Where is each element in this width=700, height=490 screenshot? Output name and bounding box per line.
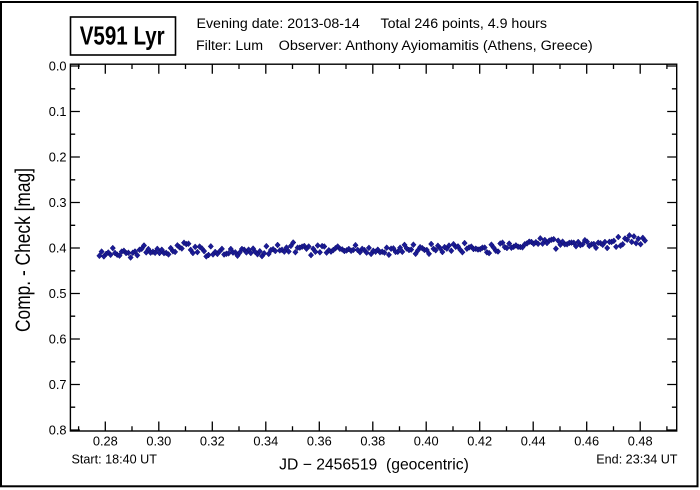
svg-text:0.40: 0.40 — [414, 434, 439, 449]
svg-text:0.38: 0.38 — [360, 434, 385, 449]
svg-text:V591 Lyr: V591 Lyr — [80, 20, 165, 50]
svg-text:Start: 18:40 UT: Start: 18:40 UT — [72, 452, 158, 466]
svg-text:0.34: 0.34 — [253, 434, 278, 449]
svg-text:0.30: 0.30 — [146, 434, 171, 449]
svg-text:0.48: 0.48 — [628, 434, 653, 449]
svg-text:Filter: Lum: Filter: Lum — [196, 38, 263, 54]
svg-text:0.3: 0.3 — [49, 195, 67, 210]
svg-text:0.44: 0.44 — [521, 434, 546, 449]
svg-text:JD − 2456519 (geocentric): JD − 2456519 (geocentric) — [279, 457, 469, 474]
svg-text:0.32: 0.32 — [200, 434, 225, 449]
svg-text:Comp. - Check [mag]: Comp. - Check [mag] — [10, 168, 35, 332]
svg-text:0.4: 0.4 — [49, 241, 67, 256]
svg-text:0.7: 0.7 — [49, 377, 67, 392]
svg-text:Total 246 points, 4.9 hours: Total 246 points, 4.9 hours — [381, 16, 547, 32]
svg-text:0.28: 0.28 — [93, 434, 118, 449]
svg-text:0.5: 0.5 — [49, 286, 67, 301]
svg-text:0.8: 0.8 — [49, 423, 67, 438]
svg-text:Observer: Anthony Ayiomamitis: Observer: Anthony Ayiomamitis (Athens, G… — [279, 38, 593, 54]
svg-text:End: 23:34 UT: End: 23:34 UT — [596, 452, 678, 466]
svg-text:0.1: 0.1 — [49, 104, 67, 119]
svg-text:0.2: 0.2 — [49, 150, 67, 165]
svg-text:0.6: 0.6 — [49, 332, 67, 347]
svg-text:0.0: 0.0 — [49, 59, 67, 74]
svg-text:Evening date: 2013-08-14: Evening date: 2013-08-14 — [197, 16, 360, 32]
svg-text:0.46: 0.46 — [574, 434, 599, 449]
svg-text:0.36: 0.36 — [307, 434, 332, 449]
svg-text:0.42: 0.42 — [467, 434, 492, 449]
